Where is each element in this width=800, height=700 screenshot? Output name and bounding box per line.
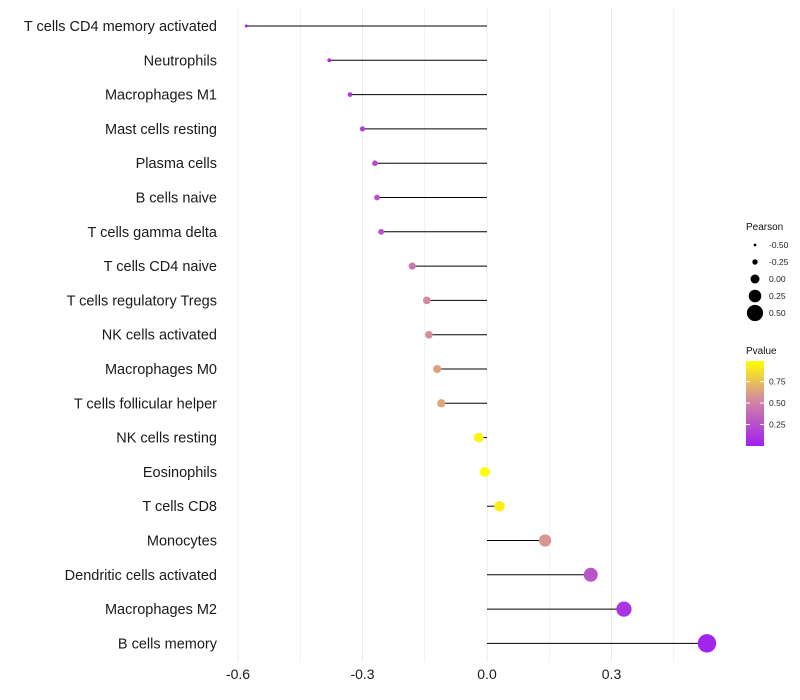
size-legend-title: Pearson — [746, 222, 783, 233]
x-tick-label: 0.3 — [602, 666, 622, 682]
lollipop-point — [244, 24, 248, 28]
lollipop-point — [374, 194, 380, 201]
category-label: B cells naive — [136, 191, 217, 207]
lollipop-point — [538, 534, 552, 547]
category-label: T cells CD8 — [142, 499, 217, 515]
category-label: Mast cells resting — [105, 122, 217, 138]
category-label: Neutrophils — [144, 53, 217, 69]
x-axis-ticks: -0.6 -0.3 0.0 0.3 — [226, 666, 622, 682]
category-label: Macrophages M0 — [105, 362, 217, 378]
lollipop-point — [378, 228, 385, 235]
color-legend: Pvalue 0.75 0.50 0.25 — [746, 346, 786, 446]
category-label: T cells follicular helper — [74, 396, 217, 412]
size-legend-key — [752, 259, 758, 265]
size-legend-key — [746, 304, 764, 322]
color-legend-label: 0.25 — [769, 420, 786, 430]
x-tick-label: -0.3 — [350, 666, 374, 682]
lollipop-point — [697, 634, 717, 653]
color-legend-label: 0.75 — [769, 377, 786, 387]
category-label: T cells gamma delta — [88, 225, 218, 241]
lollipop-point — [473, 432, 484, 443]
color-legend-label: 0.50 — [769, 398, 786, 408]
stems-layer — [246, 25, 707, 644]
category-label: B cells memory — [118, 636, 218, 652]
lollipop-point — [433, 364, 442, 374]
category-label: Eosinophils — [143, 465, 217, 481]
lollipop-point — [583, 567, 598, 582]
points-layer — [244, 24, 717, 653]
size-legend-label: 0.50 — [769, 308, 786, 318]
category-label: Macrophages M1 — [105, 88, 217, 104]
category-label: Monocytes — [147, 534, 217, 550]
lollipop-point — [437, 399, 446, 408]
size-legend-label: 0.00 — [769, 274, 786, 284]
color-legend-title: Pvalue — [746, 346, 777, 357]
category-labels: T cells CD4 memory activated Neutrophils M… — [24, 19, 218, 652]
lollipop-point — [425, 330, 433, 339]
category-label: T cells CD4 memory activated — [24, 19, 217, 35]
lollipop-point — [494, 500, 505, 512]
x-tick-label: -0.6 — [226, 666, 250, 682]
lollipop-point — [422, 296, 431, 305]
lollipop-point — [616, 601, 632, 617]
category-label: NK cells activated — [102, 328, 217, 344]
category-label: Macrophages M2 — [105, 602, 217, 618]
size-legend: Pearson -0.50 -0.25 0.00 0.25 0.50 — [746, 222, 789, 322]
category-label: T cells CD4 naive — [104, 259, 217, 275]
size-legend-key — [753, 243, 757, 247]
size-legend-key — [750, 274, 760, 284]
category-label: NK cells resting — [116, 431, 217, 447]
category-label: Dendritic cells activated — [65, 568, 217, 584]
lollipop-point — [372, 160, 378, 167]
size-legend-key — [748, 289, 762, 303]
lollipop-point — [359, 126, 366, 132]
category-label: Plasma cells — [136, 156, 217, 172]
lollipop-point — [327, 58, 332, 63]
category-label: T cells regulatory Tregs — [67, 293, 217, 309]
lollipop-point — [347, 92, 353, 97]
lollipop-point — [408, 262, 416, 270]
pvalue-colorbar — [746, 361, 764, 446]
x-tick-label: 0.0 — [477, 666, 497, 682]
size-legend-label: 0.25 — [769, 291, 786, 301]
size-legend-label: -0.50 — [769, 240, 789, 250]
lollipop-point — [479, 466, 490, 477]
size-legend-label: -0.25 — [769, 257, 789, 267]
